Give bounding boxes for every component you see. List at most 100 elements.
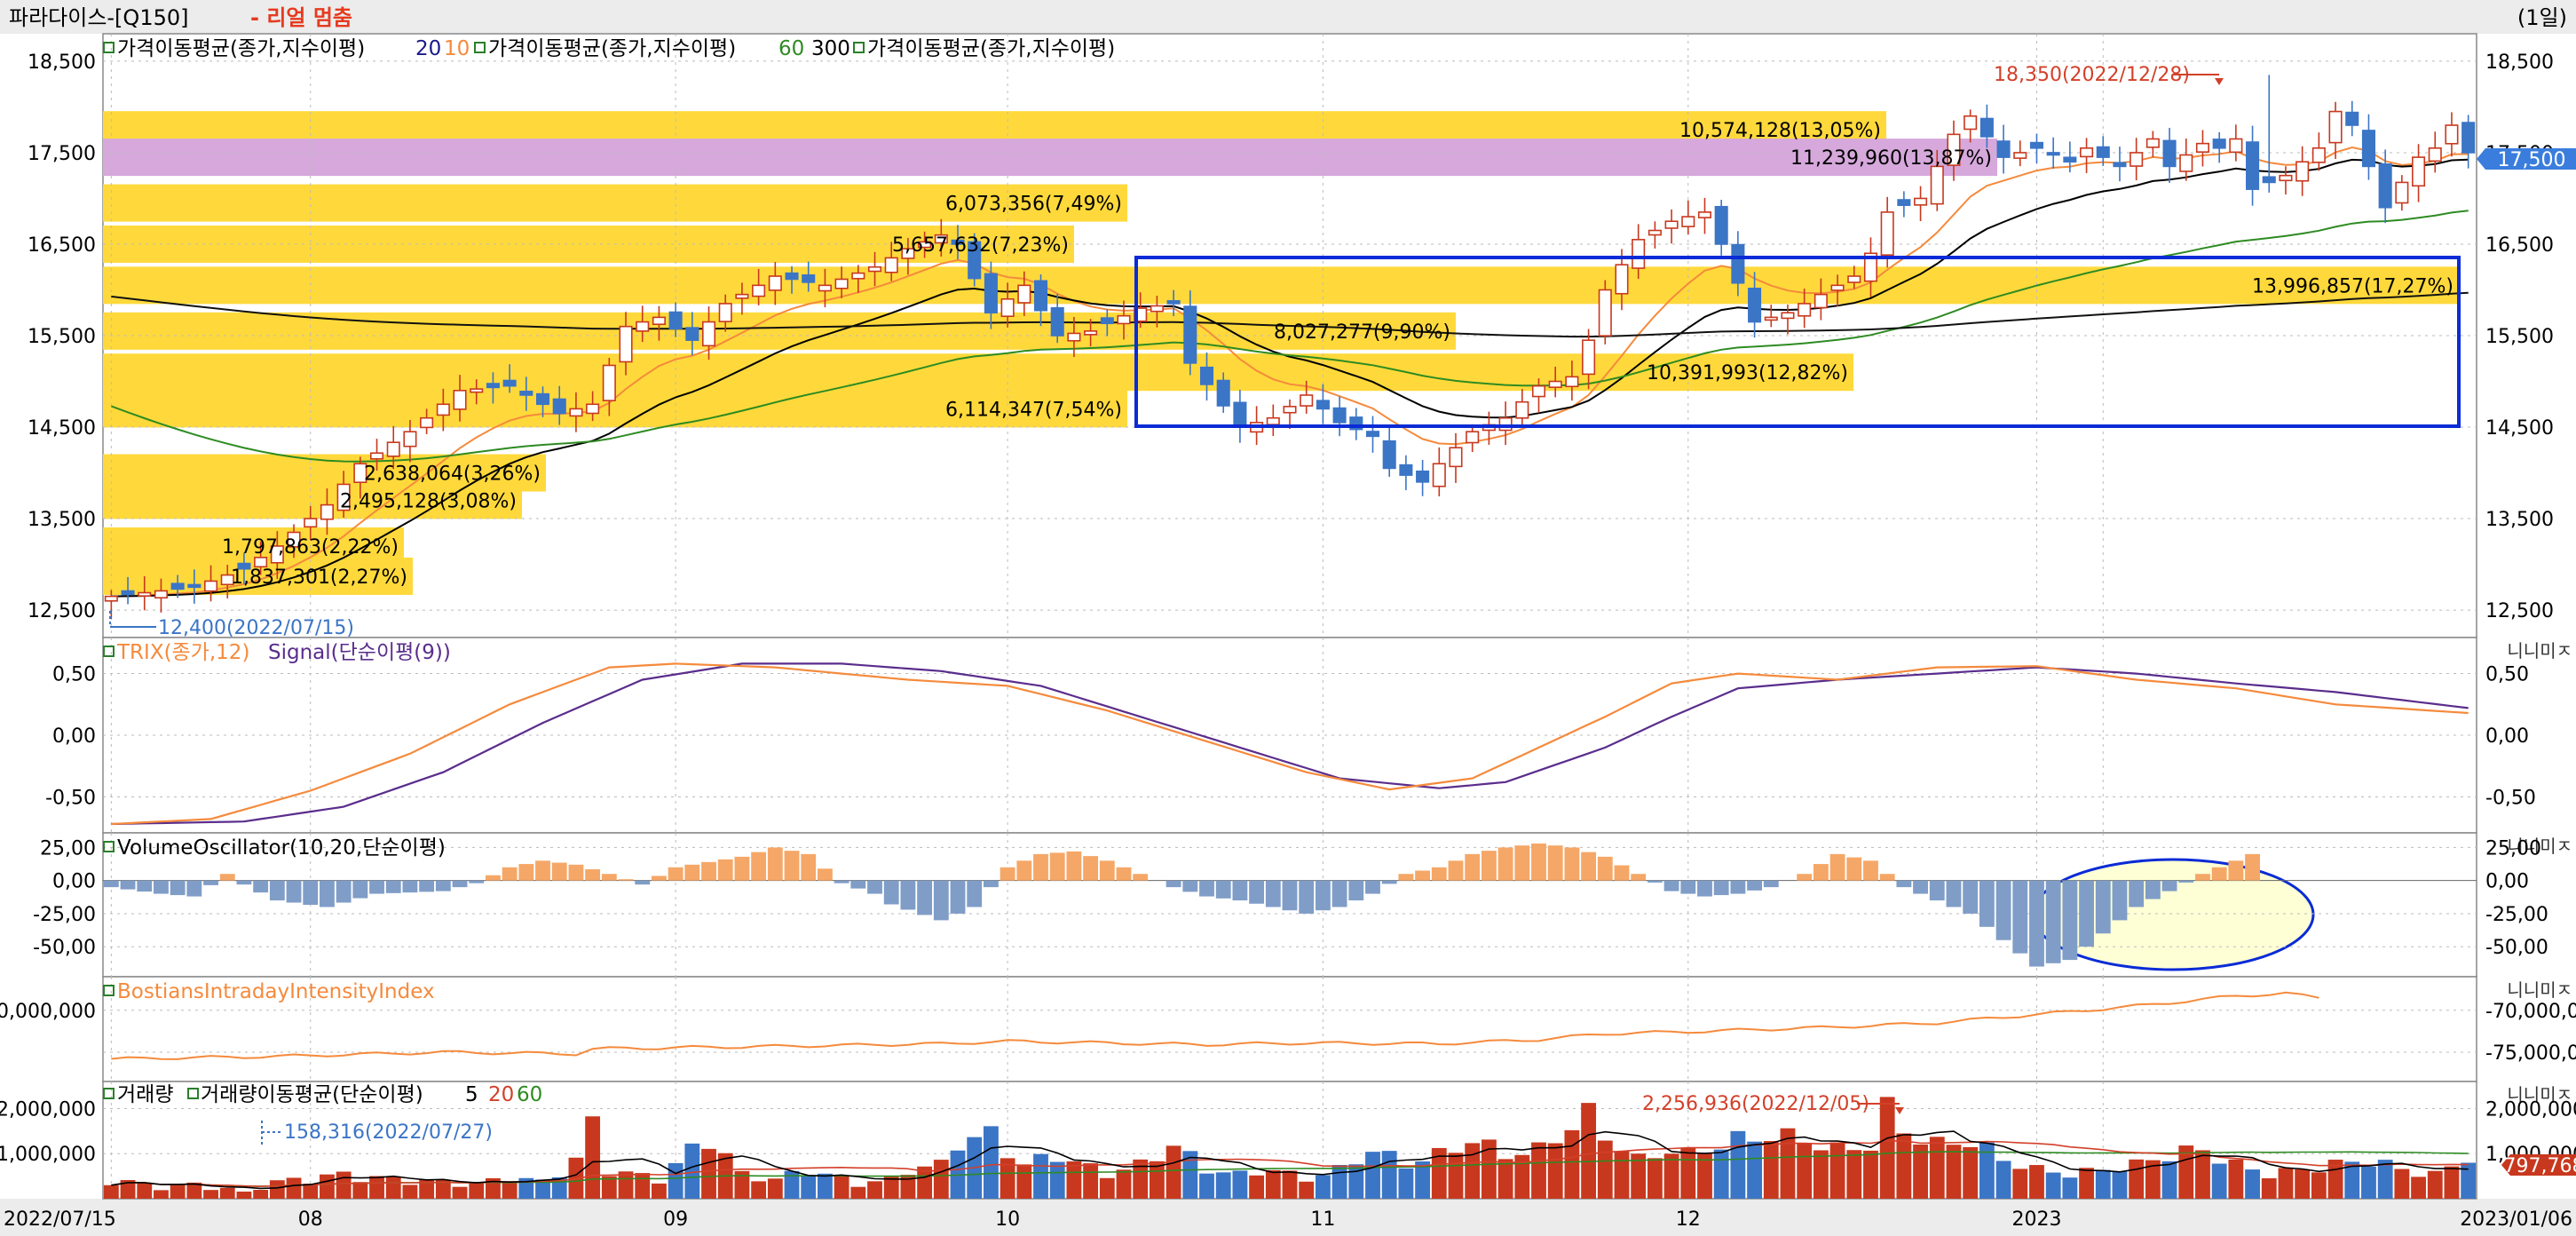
legend-ma3-label[interactable]: 가격이동평균(종가,지수이평)	[867, 37, 1115, 60]
y-tick-label-right: 0,00	[2485, 725, 2529, 748]
legend-checkbox-icon[interactable]	[853, 42, 865, 53]
legend-vo-label[interactable]: VolumeOscillator(10,20,단순이평)	[117, 836, 446, 860]
legend-vol-label[interactable]: 거래량	[117, 1083, 173, 1106]
vo-bar	[1099, 860, 1115, 881]
candle-body	[2130, 152, 2144, 167]
candle-body	[2046, 152, 2060, 156]
y-tick-label-right: 0,00	[2485, 871, 2529, 893]
panel-window-buttons[interactable]: 니니미ㅈ	[2507, 836, 2572, 857]
legend-checkbox-icon[interactable]	[103, 841, 115, 852]
vo-bar	[801, 853, 817, 881]
vo-bar	[1730, 880, 1746, 894]
candle-body	[735, 293, 749, 299]
candle-body	[2113, 162, 2127, 168]
legend-volma-label[interactable]: 거래량이동평균(단순이평)	[201, 1083, 423, 1106]
volume-bar	[751, 1181, 767, 1199]
x-tick-label: 2023	[2011, 1208, 2061, 1231]
legend-bii-label[interactable]: BostiansIntradayIntensityIndex	[117, 980, 435, 1003]
vo-bar	[170, 880, 186, 896]
volume-bar	[983, 1126, 999, 1199]
vo-bar	[1348, 880, 1364, 901]
vo-bar	[1083, 856, 1099, 881]
candle-body	[1664, 220, 1679, 229]
candle-body	[1565, 376, 1579, 388]
vo-bar	[137, 880, 153, 892]
vo-bar	[402, 880, 418, 893]
legend-trix-label[interactable]: TRIX(종가,12)	[116, 641, 249, 664]
volume-bar	[535, 1179, 550, 1199]
legend-checkbox-icon[interactable]	[187, 1088, 199, 1099]
legend-ma2-p2: 300	[811, 37, 850, 60]
volume-bar	[1797, 1143, 1813, 1199]
candle-body	[1979, 117, 1994, 138]
candle-body	[1914, 197, 1928, 206]
volume-bar	[236, 1191, 252, 1199]
legend-ma2-label[interactable]: 가격이동평균(종가,지수이평)	[488, 37, 736, 60]
volume-bar	[1465, 1143, 1481, 1199]
candle-body	[1863, 252, 1878, 282]
vo-bar	[336, 880, 352, 903]
legend-volma-p3: 60	[517, 1083, 542, 1106]
vo-bar	[369, 880, 384, 894]
volume-bar	[1879, 1097, 1895, 1199]
vo-bar	[2095, 880, 2111, 934]
volume-bar	[1763, 1141, 1779, 1199]
y-tick-label-left: -25,00	[33, 904, 96, 926]
panel-window-buttons[interactable]: 니니미ㅈ	[2507, 640, 2572, 662]
legend-checkbox-icon[interactable]	[103, 1088, 115, 1099]
candle-body	[1084, 330, 1098, 336]
volume-bar	[2411, 1177, 2426, 1199]
vo-bar	[203, 880, 218, 885]
vo-bar	[1614, 865, 1630, 881]
volume-bar	[486, 1177, 501, 1199]
candle-body	[2262, 176, 2276, 184]
candle-body	[1964, 115, 1978, 131]
vo-bar	[867, 880, 882, 894]
candle-body	[1897, 199, 1911, 206]
volume-bar	[1481, 1139, 1497, 1199]
candle-body	[1615, 264, 1629, 295]
volume-bar	[1315, 1175, 1331, 1199]
volume-bar	[1713, 1149, 1729, 1199]
legend-checkbox-icon[interactable]	[474, 42, 486, 53]
volume-bar	[2062, 1177, 2078, 1199]
vo-bar	[1232, 880, 1248, 901]
volume-bar	[469, 1183, 485, 1199]
y-tick-label-right: 2,000,000	[2485, 1098, 2576, 1121]
legend-checkbox-icon[interactable]	[103, 646, 115, 657]
vo-bar	[1431, 867, 1447, 881]
vo-bar	[1763, 880, 1779, 888]
legend-ma1-label[interactable]: 가격이동평균(종가,지수이평)	[117, 37, 365, 60]
candle-body	[2428, 147, 2442, 162]
panel-window-buttons[interactable]: 니니미ㅈ	[2507, 1084, 2572, 1105]
vo-bar	[1581, 852, 1597, 881]
vo-bar	[419, 880, 435, 892]
trix-legend: TRIX(종가,12) Signal(단순이평(9))	[103, 641, 451, 664]
volume-band	[103, 481, 522, 519]
y-tick-label-right: 12,500	[2485, 600, 2554, 622]
x-axis-bar	[0, 1199, 2576, 1236]
legend-checkbox-icon[interactable]	[103, 42, 115, 53]
volume-bar	[1016, 1164, 1032, 1199]
volume-bar	[103, 1184, 119, 1199]
candle-body	[1598, 289, 1612, 337]
candle-body	[586, 403, 600, 415]
vo-bar	[2161, 880, 2177, 891]
vo-bar	[219, 874, 235, 881]
vo-bar	[2195, 874, 2210, 881]
candle-body	[1930, 165, 1944, 205]
candle-body	[1233, 401, 1247, 428]
candle-body	[802, 273, 816, 283]
panel-window-buttons[interactable]: 니니미ㅈ	[2507, 979, 2572, 1001]
legend-ma1-p2: 10	[444, 37, 470, 60]
x-tick-label: 2023/01/06	[2460, 1208, 2572, 1231]
y-tick-label-left: 0,00	[52, 871, 96, 893]
candle-body	[1466, 431, 1480, 444]
volume-bar	[801, 1175, 817, 1199]
volume-bar	[1863, 1150, 1878, 1199]
volume-bar	[1813, 1150, 1829, 1199]
volume-bar	[1299, 1181, 1315, 1199]
y-tick-label-right: 25,00	[2485, 837, 2541, 860]
legend-checkbox-icon[interactable]	[103, 985, 115, 996]
y-tick-label-left: 15,500	[28, 326, 96, 348]
